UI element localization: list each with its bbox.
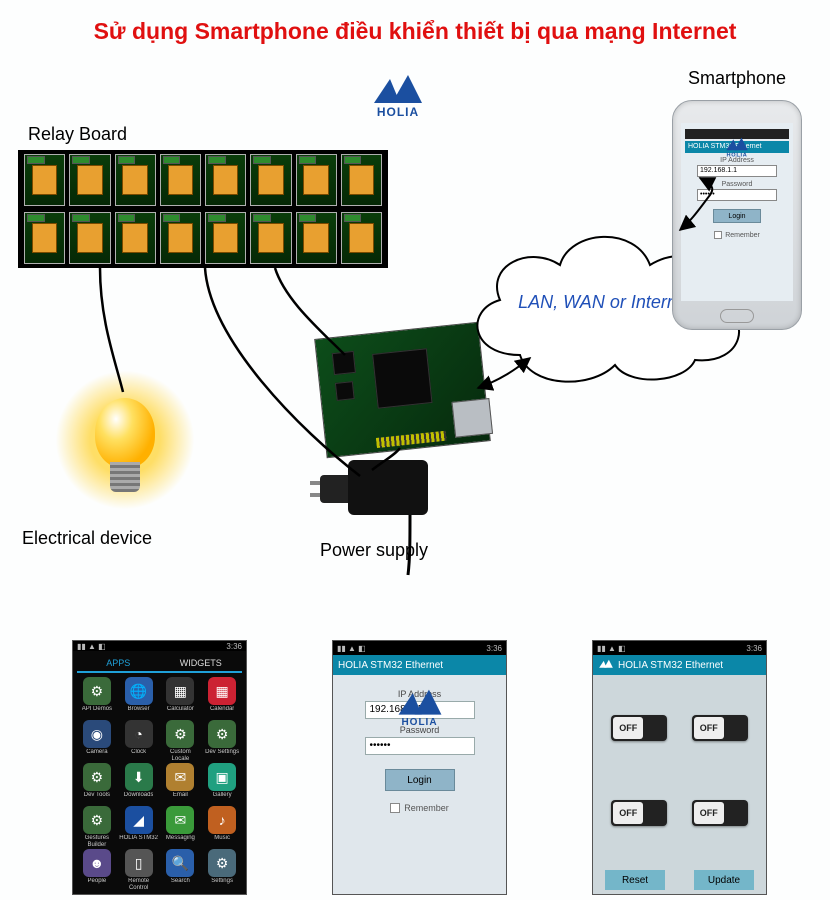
page-title: Sử dụng Smartphone điều khiển thiết bị q… [0,18,830,45]
screenshot-login: ▮▮ ▲ ◧ 3:36 HOLIA STM32 Ethernet HOLIA I… [332,640,507,895]
label-smartphone: Smartphone [688,68,786,89]
login-button[interactable]: Login [385,769,455,791]
app-icon[interactable]: ⚙Dev Tools [77,763,117,804]
app-icon[interactable]: ⚙Custom Locale [161,720,201,761]
screenshot-launcher: ▮▮ ▲ ◧ 3:36 APPS WIDGETS ⚙API Demos🌐Brow… [72,640,247,895]
smartphone-screen: HOLIA STM32 Ethernet HOLIA IP Address 19… [681,123,793,301]
relay-cell [24,154,65,206]
pw-input[interactable]: •••••• [697,189,777,201]
remember-checkbox[interactable]: Remember [714,231,760,239]
reset-button[interactable]: Reset [605,870,665,890]
tab-apps[interactable]: APPS [77,655,160,671]
logo-text: HOLIA [377,105,419,119]
update-button[interactable]: Update [694,870,754,890]
relay-cell [24,212,65,264]
app-icon[interactable]: ☻People [77,849,117,890]
status-time: 3:36 [226,642,242,651]
app-logo: HOLIA [395,689,445,728]
logo-icon [598,659,614,672]
relay-cell [296,212,337,264]
relay-cell [341,154,382,206]
relay-toggle[interactable]: OFF [611,715,667,741]
app-logo: HOLIA [724,137,749,157]
relay-toggle[interactable]: OFF [692,800,748,826]
smartphone-device: HOLIA STM32 Ethernet HOLIA IP Address 19… [672,100,802,330]
app-icon[interactable]: ▣Gallery [202,763,242,804]
app-icon[interactable]: ♪Music [202,806,242,847]
ip-label: IP Address [720,157,754,164]
relay-cell [160,212,201,264]
app-icon[interactable]: 🔍Search [161,849,201,890]
relay-toggle[interactable]: OFF [611,800,667,826]
app-icon[interactable]: ◢HOLIA STM32 [119,806,159,847]
tab-widgets[interactable]: WIDGETS [160,655,243,671]
relay-cell [205,154,246,206]
relay-cell [115,154,156,206]
app-icon[interactable]: ✉Email [161,763,201,804]
relay-cell [115,212,156,264]
screenshot-toggles: ▮▮ ▲ ◧ 3:36 HOLIA STM32 Ethernet OFF OFF… [592,640,767,895]
app-icon[interactable]: ✉Messaging [161,806,201,847]
app-icon[interactable]: ▦Calendar [202,677,242,718]
power-supply [320,460,440,535]
label-power-supply: Power supply [320,540,428,561]
app-icon[interactable]: ◉Camera [77,720,117,761]
relay-cell [205,212,246,264]
pw-input[interactable]: •••••• [365,737,475,755]
relay-cell [69,154,110,206]
ip-input[interactable]: 192.168.1.1 [697,165,777,177]
app-icon[interactable]: ▦Calculator [161,677,201,718]
relay-cell [250,154,291,206]
holia-logo: HOLIA [370,75,426,119]
app-header: HOLIA STM32 Ethernet [593,655,766,675]
relay-cell [69,212,110,264]
app-header: HOLIA STM32 Ethernet [333,655,506,675]
app-icon[interactable]: 🌐Browser [119,677,159,718]
app-icon[interactable]: ⚙Settings [202,849,242,890]
relay-toggle[interactable]: OFF [692,715,748,741]
relay-cell [250,212,291,264]
light-bulb [80,390,170,520]
relay-cell [341,212,382,264]
app-icon[interactable]: ◔Clock [119,720,159,761]
pw-label: Password [722,181,753,188]
app-icon[interactable]: ⚙Dev Settings [202,720,242,761]
relay-cell [296,154,337,206]
label-electrical-device: Electrical device [22,528,152,549]
status-icons: ▮▮ ▲ ◧ [77,642,106,651]
label-relay-board: Relay Board [28,124,127,145]
app-icon[interactable]: ⚙Gestures Builder [77,806,117,847]
relay-cell [160,154,201,206]
app-icon[interactable]: ⚙API Demos [77,677,117,718]
relay-board [18,150,388,268]
app-icon[interactable]: ⬇Downloads [119,763,159,804]
home-button[interactable] [720,309,754,323]
remember-checkbox[interactable]: Remember [390,803,449,813]
login-button[interactable]: Login [713,209,761,223]
app-icon[interactable]: ▯Remote Control [119,849,159,890]
